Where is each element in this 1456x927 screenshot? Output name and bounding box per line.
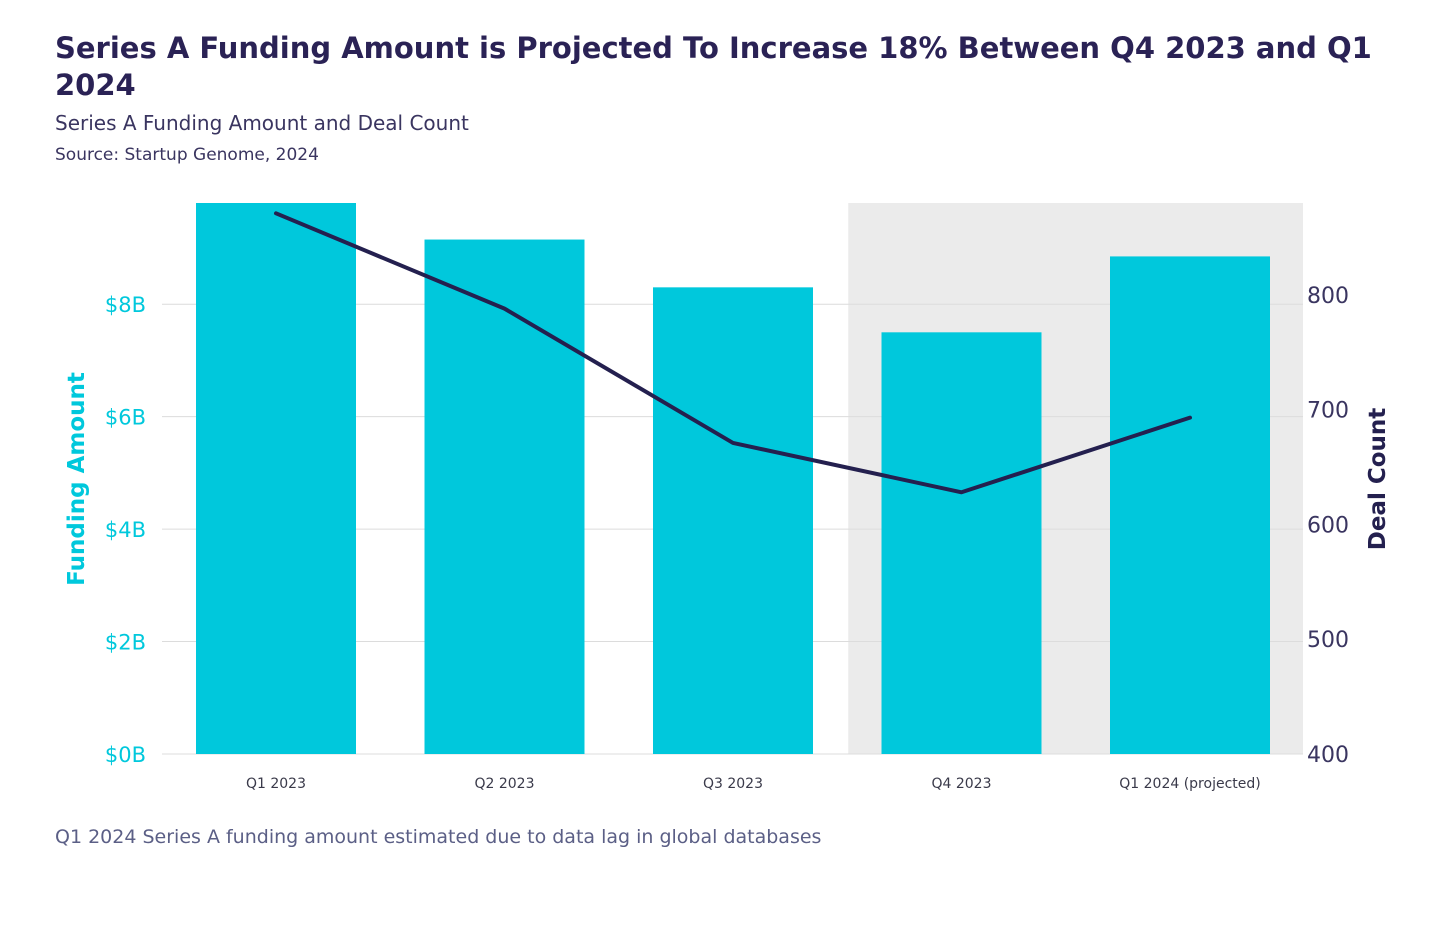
funding-bar xyxy=(881,332,1042,754)
left-tick-label: $0B xyxy=(105,743,146,767)
left-axis-ticks: $0B $2B $4B $6B $8B xyxy=(105,293,146,767)
right-tick-label: 600 xyxy=(1307,513,1349,538)
deal-count-line xyxy=(274,211,1192,495)
right-tick-label: 700 xyxy=(1307,399,1349,424)
funding-bar xyxy=(1110,256,1270,754)
category-label: Q4 2023 xyxy=(931,776,991,792)
funding-bar xyxy=(424,239,585,755)
right-axis-title: Deal Count xyxy=(1365,408,1391,551)
chart-title: Series A Funding Amount is Projected To … xyxy=(55,31,1372,102)
right-tick-label: 800 xyxy=(1307,284,1349,309)
funding-bar xyxy=(196,203,356,754)
footnote: Q1 2024 Series A funding amount estimate… xyxy=(55,826,822,848)
category-label: Q2 2023 xyxy=(474,776,534,792)
left-tick-label: $4B xyxy=(105,518,146,542)
right-tick-label: 400 xyxy=(1307,743,1349,768)
right-axis-ticks: 400 500 600 700 800 xyxy=(1307,284,1349,768)
bars xyxy=(196,203,1270,755)
left-axis-title: Funding Amount xyxy=(64,372,90,586)
left-tick-label: $8B xyxy=(105,293,146,317)
left-tick-label: $6B xyxy=(105,406,146,430)
left-tick-label: $2B xyxy=(105,631,146,655)
category-labels: Q1 2023 Q2 2023 Q3 2023 Q4 2023 Q1 2024 (pro… xyxy=(246,776,1261,792)
category-label: Q1 2023 xyxy=(246,776,306,792)
deal-count-line-layer xyxy=(274,211,1192,495)
right-tick-label: 500 xyxy=(1307,628,1349,653)
chart-subtitle: Series A Funding Amount and Deal Count xyxy=(55,111,469,135)
chart-source: Source: Startup Genome, 2024 xyxy=(55,145,319,165)
category-label: Q3 2023 xyxy=(703,776,763,792)
category-label: Q1 2024 (projected) xyxy=(1119,776,1260,792)
funding-bar xyxy=(653,287,813,754)
